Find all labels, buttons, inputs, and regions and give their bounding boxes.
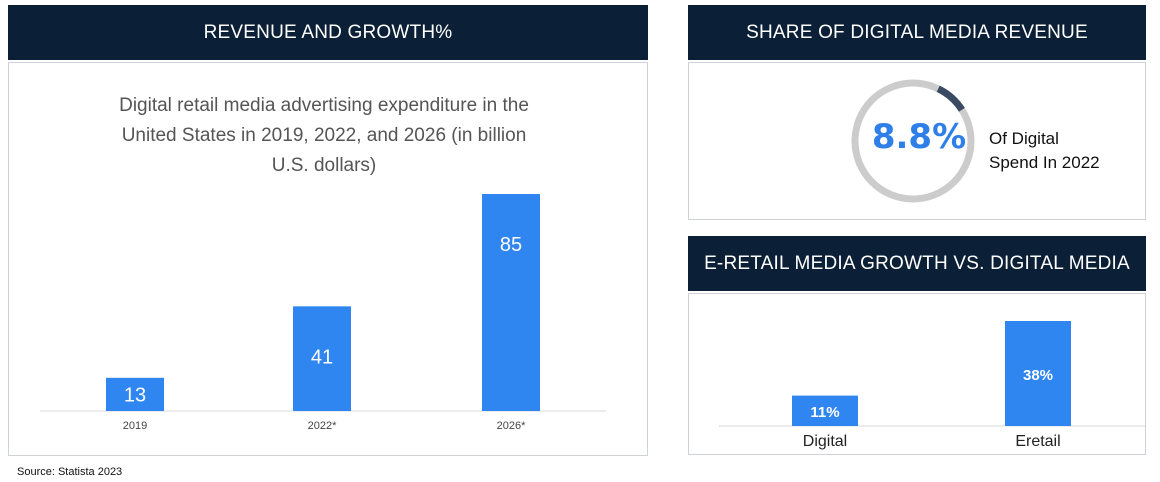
x-tick-label: 2026* [497,420,526,432]
chart-title-line-1: Digital retail media advertising expendi… [119,95,529,116]
growth-bar-chart: 11% Digital 38% Eretail [719,321,1145,450]
bar-data-label: 38% [1023,367,1053,384]
revenue-growth-header-text: REVENUE AND GROWTH% [203,21,453,43]
donut-share-arc [936,85,965,112]
bar-2019 [106,377,164,411]
bar-data-label: 11% [810,404,839,421]
share-description: Of Digital Spend In 2022 [989,127,1100,175]
chart-title-line-2: United States in 2019, 2022, and 2026 (i… [121,125,527,146]
share-panel: 8.8% Of Digital Spend In 2022 [688,62,1146,220]
share-percentage: 8.8% [871,117,967,157]
source-note: Source: Statista 2023 [17,466,123,478]
bar-data-label: 85 [500,234,522,256]
donut-track [851,79,975,203]
bar-2022 [293,306,351,411]
growth-header: E-RETAIL MEDIA GROWTH VS. DIGITAL MEDIA [688,236,1146,291]
share-header-text: SHARE OF DIGITAL MEDIA REVENUE [746,21,1088,43]
x-tick-label: 2022* [308,420,337,432]
share-desc-line-2: Spend In 2022 [989,153,1100,172]
chart-title-line-3: U.S. dollars) [271,155,377,176]
revenue-bar-chart: 13 2019 41 2022* 85 2026* [40,194,606,432]
x-tick-label: Digital [803,433,847,450]
growth-panel: 11% Digital 38% Eretail [688,293,1146,455]
share-donut [851,79,975,203]
growth-header-text: E-RETAIL MEDIA GROWTH VS. DIGITAL MEDIA [704,252,1130,274]
revenue-growth-header: REVENUE AND GROWTH% [8,5,648,60]
bar-eretail [1005,321,1071,426]
x-tick-label: 2019 [123,420,147,432]
bar-2026 [482,194,540,411]
revenue-chart-panel: Digital retail media advertising expendi… [8,62,648,456]
share-desc-line-1: Of Digital [989,129,1059,148]
bar-data-label: 13 [124,384,146,406]
bar-data-label: 41 [311,346,333,368]
chart-title: Digital retail media advertising expendi… [89,91,559,181]
x-tick-label: Eretail [1015,433,1060,450]
bar-digital [792,395,858,426]
share-header: SHARE OF DIGITAL MEDIA REVENUE [688,5,1146,60]
